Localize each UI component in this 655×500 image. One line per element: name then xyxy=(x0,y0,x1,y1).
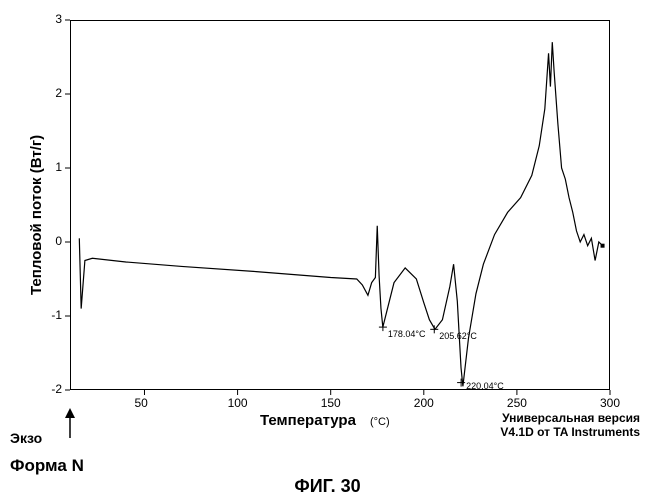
peak-annotation: 178.04°C xyxy=(388,329,426,339)
y-tick-label: -1 xyxy=(51,308,62,322)
peak-annotation: 205.62°C xyxy=(439,331,477,341)
y-tick-label: 2 xyxy=(55,86,62,100)
x-tick-label: 200 xyxy=(414,396,434,410)
y-tick-label: 1 xyxy=(55,160,62,174)
x-tick-label: 100 xyxy=(228,396,248,410)
curve-end-marker xyxy=(601,244,605,248)
figure-label: ФИГ. 30 xyxy=(228,476,428,497)
x-axis-label: Температура xyxy=(260,412,356,429)
x-axis-unit: (°C) xyxy=(370,416,390,428)
attribution-line1: Универсальная версия xyxy=(502,411,640,425)
y-tick-label: 3 xyxy=(55,12,62,26)
attribution-text: Универсальная версия V4.1D от TA Instrum… xyxy=(500,412,640,440)
dsc-curve xyxy=(79,42,602,386)
x-tick-label: 250 xyxy=(507,396,527,410)
peak-annotation: 220.04°C xyxy=(466,381,504,391)
x-tick-label: 300 xyxy=(600,396,620,410)
y-tick-label: 0 xyxy=(55,234,62,248)
y-axis-label: Тепловой поток (Вт/г) xyxy=(28,135,45,295)
attribution-line2: V4.1D от TA Instruments xyxy=(500,425,640,439)
x-tick-label: 50 xyxy=(134,396,147,410)
y-tick-label: -2 xyxy=(51,382,62,396)
x-tick-label: 150 xyxy=(321,396,341,410)
form-label: Форма N xyxy=(10,456,84,476)
exo-arrow-icon xyxy=(65,408,75,418)
exo-label: Экзо xyxy=(10,430,42,446)
